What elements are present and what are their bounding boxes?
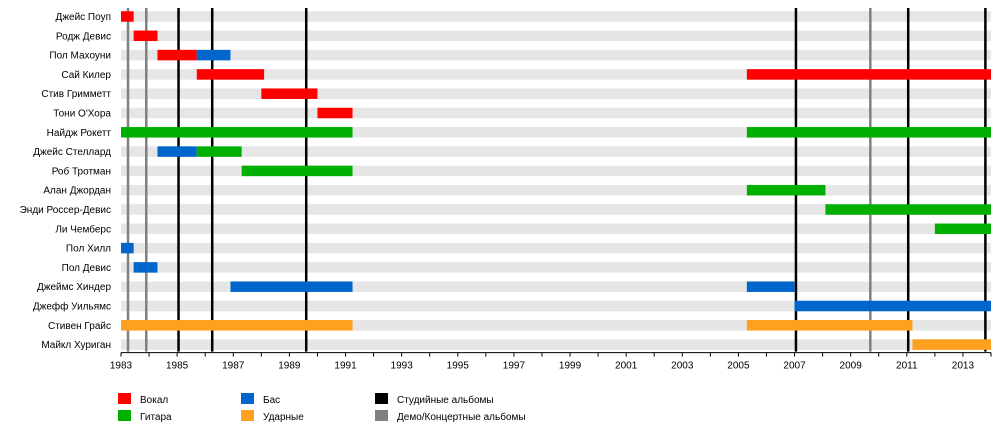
vocal-bar — [157, 49, 197, 61]
row-band — [121, 223, 991, 235]
studio-album-lines — [177, 8, 987, 352]
row-band — [121, 262, 991, 273]
member-name: Алан Джордан — [43, 186, 111, 197]
x-tick-label: 2003 — [671, 361, 694, 372]
legend-swatch-guitar — [118, 410, 131, 421]
member-name: Пол Махоуни — [49, 51, 111, 62]
x-tick-label: 2007 — [783, 361, 806, 372]
member-name: Найдж Рокетт — [47, 128, 112, 139]
bass-bar — [794, 300, 991, 312]
member-name: Джефф Уильямс — [33, 301, 111, 313]
x-tick-label: 2013 — [952, 361, 975, 372]
member-names: Джейс Поуп Родж Девис Пол Махоуни Сай Килер… — [20, 12, 112, 351]
row-band — [121, 320, 991, 331]
x-tick-label: 1991 — [334, 361, 357, 372]
vocal-bar — [196, 69, 265, 80]
legend-swatch-bass — [241, 393, 254, 404]
x-tick-label: 1995 — [447, 361, 470, 372]
row-band — [121, 146, 991, 157]
guitar-bar — [934, 223, 991, 235]
member-name: Майкл Хуриган — [41, 340, 111, 351]
x-tick-label: 2005 — [727, 361, 750, 372]
legend: Вокал Гитара Бас Ударные Студийные альбомы Де… — [118, 393, 526, 423]
vocal-bar — [746, 69, 991, 80]
drums-bar — [121, 320, 353, 331]
row-band — [121, 184, 991, 196]
member-name: Родж Девис — [56, 31, 111, 42]
row-band — [121, 127, 991, 138]
member-name: Пол Девис — [62, 263, 111, 274]
x-tick-label: 1987 — [222, 361, 245, 372]
row-band — [121, 11, 991, 22]
drums-bar — [912, 339, 991, 350]
guitar-bar — [121, 127, 353, 138]
row-band — [121, 165, 991, 177]
member-name: Джейс Стеллард — [33, 147, 111, 158]
x-tick-label: 2011 — [896, 361, 918, 372]
bass-bar — [230, 281, 353, 292]
legend-label-bass: Бас — [263, 395, 280, 406]
x-tick-label: 1989 — [278, 361, 301, 372]
member-name: Джеймс Хиндер — [37, 282, 111, 293]
legend-label-demo: Демо/Концертные альбомы — [397, 411, 526, 423]
x-tick-label: 1985 — [166, 361, 189, 372]
row-band — [121, 49, 991, 61]
row-band — [121, 242, 991, 254]
member-name: Тони О'Хора — [53, 109, 111, 120]
guitar-bar — [746, 127, 991, 138]
row-band — [121, 204, 991, 215]
row-band — [121, 69, 991, 80]
bass-bar — [133, 262, 158, 273]
member-bars — [121, 11, 991, 350]
member-name: Роб Тротман — [52, 165, 111, 177]
member-name: Сай Килер — [61, 70, 111, 81]
bass-bar — [746, 281, 795, 292]
member-name: Ли Чемберс — [55, 223, 111, 235]
legend-swatch-drums — [241, 410, 254, 421]
guitar-bar — [241, 165, 353, 177]
row-bands — [121, 11, 991, 350]
x-tick-label: 1997 — [503, 361, 526, 372]
guitar-bar — [196, 146, 242, 157]
legend-swatch-vocal — [118, 393, 131, 404]
row-band — [121, 30, 991, 42]
member-name: Энди Россер-Девис — [20, 205, 111, 216]
x-tick-label: 1983 — [110, 361, 133, 372]
legend-swatch-studio — [375, 393, 388, 404]
vocal-bar — [261, 88, 318, 99]
bass-bar — [196, 49, 231, 61]
x-axis: 1983 1985 1987 1989 1991 1993 1995 1997 1999 2001… — [110, 352, 992, 372]
guitar-bar — [825, 204, 991, 215]
member-name: Пол Хилл — [66, 244, 111, 255]
x-tick-label: 1999 — [559, 361, 582, 372]
member-name: Джейс Поуп — [56, 12, 111, 23]
x-tick-label: 2009 — [840, 361, 863, 372]
legend-label-studio: Студийные альбомы — [397, 394, 494, 406]
legend-label-drums: Ударные — [263, 412, 304, 423]
demo-album-lines — [126, 8, 872, 352]
legend-swatch-demo — [375, 410, 388, 421]
row-band — [121, 300, 991, 312]
vocal-bar — [317, 107, 353, 119]
row-band — [121, 107, 991, 119]
row-band — [121, 281, 991, 292]
bass-bar — [157, 146, 197, 157]
legend-label-vocal: Вокал — [140, 395, 168, 406]
vocal-bar — [121, 11, 134, 22]
legend-label-guitar: Гитара — [140, 412, 172, 423]
vocal-bar — [133, 30, 158, 42]
member-name: Стив Гримметт — [41, 89, 111, 100]
drums-bar — [746, 320, 913, 331]
member-name: Стивен Грайс — [48, 321, 111, 332]
bass-bar — [121, 242, 134, 254]
guitar-bar — [746, 184, 826, 196]
row-band — [121, 88, 991, 99]
x-tick-label: 1993 — [391, 361, 414, 372]
row-band — [121, 339, 991, 350]
x-tick-label: 2001 — [615, 361, 638, 372]
